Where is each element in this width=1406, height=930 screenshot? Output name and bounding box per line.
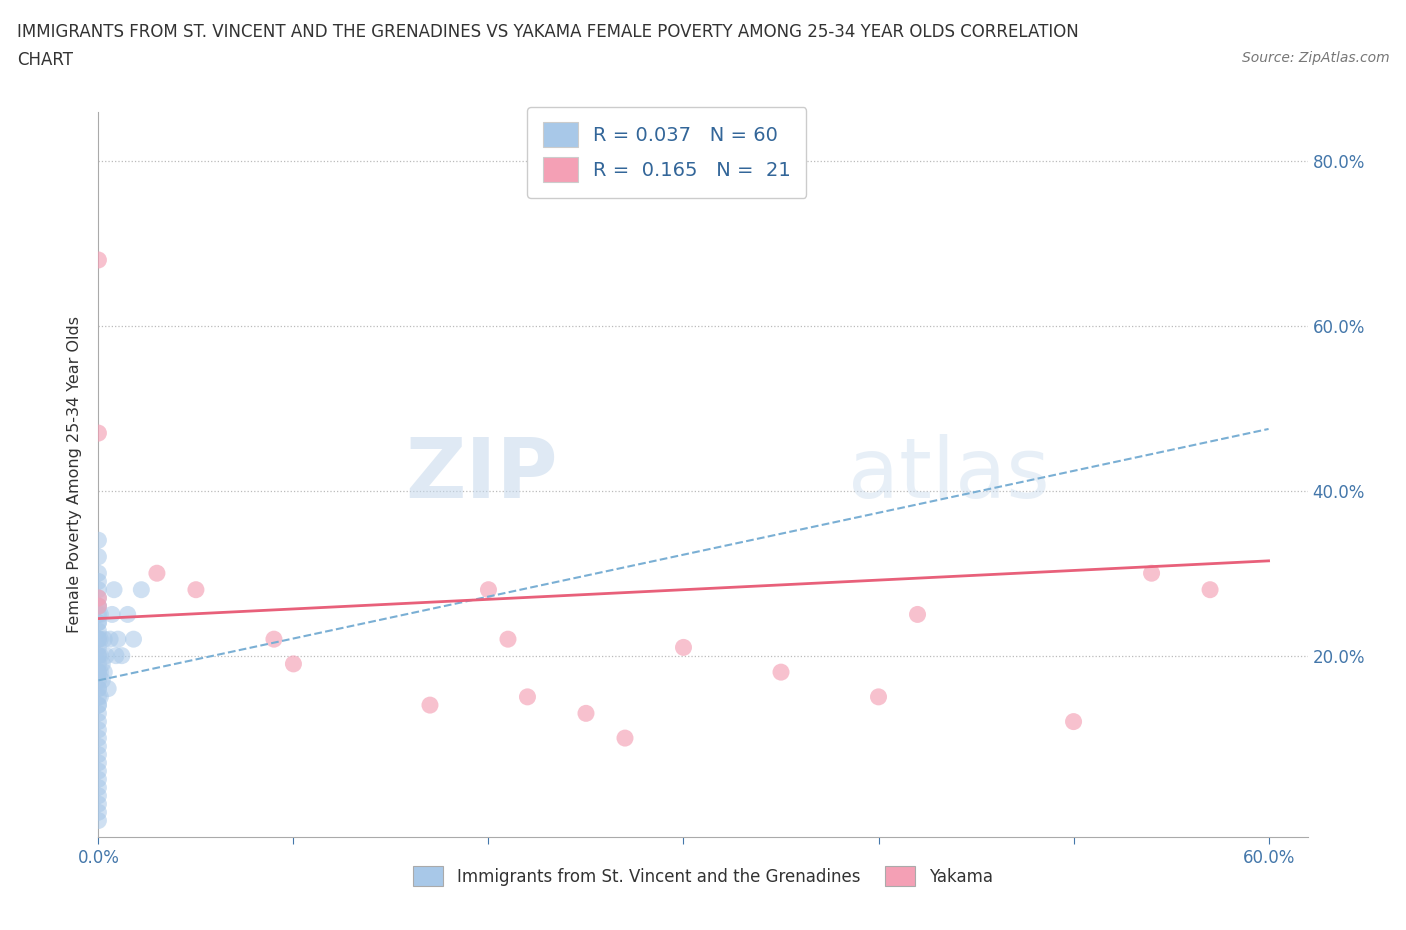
Point [575,706,598,721]
Text: Source: ZipAtlas.com: Source: ZipAtlas.com [1241,51,1389,65]
Point [87,599,110,614]
Point [87,591,110,605]
Point [87,599,110,614]
Point [87,706,110,721]
Point [87,533,110,548]
Point [87,616,110,631]
Point [516,689,538,704]
Point [96,648,118,663]
Point [87,698,110,712]
Point [122,631,145,646]
Point [117,607,139,622]
Point [87,804,110,819]
Point [91,657,114,671]
Y-axis label: Female Poverty Among 25-34 Year Olds: Female Poverty Among 25-34 Year Olds [67,316,83,632]
Point [87,631,110,646]
Text: atlas: atlas [848,433,1050,515]
Point [87,426,110,441]
Point [103,582,125,597]
Point [87,665,110,680]
Point [87,764,110,778]
Point [263,631,285,646]
Point [89,631,111,646]
Point [87,747,110,762]
Point [146,565,169,580]
Point [89,648,111,663]
Point [87,681,110,696]
Point [89,607,111,622]
Legend: Immigrants from St. Vincent and the Grenadines, Yakama: Immigrants from St. Vincent and the Gren… [405,858,1001,894]
Point [907,607,929,622]
Point [87,591,110,605]
Point [87,780,110,795]
Point [87,253,110,268]
Point [87,565,110,580]
Point [89,689,111,704]
Point [101,607,124,622]
Point [87,789,110,804]
Point [87,714,110,729]
Point [87,599,110,614]
Point [477,582,499,597]
Point [107,631,129,646]
Point [672,640,695,655]
Text: ZIP: ZIP [405,433,558,515]
Point [87,574,110,589]
Point [87,648,110,663]
Point [1140,565,1163,580]
Point [419,698,441,712]
Point [868,689,890,704]
Point [184,582,207,597]
Point [1063,714,1085,729]
Point [87,723,110,737]
Point [98,631,121,646]
Point [87,772,110,787]
Point [87,738,110,753]
Point [87,623,110,638]
Point [283,657,305,671]
Point [97,681,120,696]
Point [87,616,110,631]
Point [87,731,110,746]
Point [87,657,110,671]
Point [87,673,110,688]
Point [87,665,110,680]
Point [89,665,111,680]
Point [769,665,792,680]
Point [87,631,110,646]
Point [1199,582,1222,597]
Point [87,797,110,812]
Point [87,698,110,712]
Point [87,813,110,828]
Point [614,731,637,746]
Point [87,648,110,663]
Text: IMMIGRANTS FROM ST. VINCENT AND THE GRENADINES VS YAKAMA FEMALE POVERTY AMONG 25: IMMIGRANTS FROM ST. VINCENT AND THE GREN… [17,23,1078,41]
Point [87,689,110,704]
Point [87,640,110,655]
Point [87,681,110,696]
Point [104,648,127,663]
Point [93,631,115,646]
Point [91,673,114,688]
Point [87,550,110,565]
Point [87,607,110,622]
Point [496,631,519,646]
Point [131,582,153,597]
Point [87,582,110,597]
Point [93,665,115,680]
Point [111,648,134,663]
Point [87,755,110,770]
Text: CHART: CHART [17,51,73,69]
